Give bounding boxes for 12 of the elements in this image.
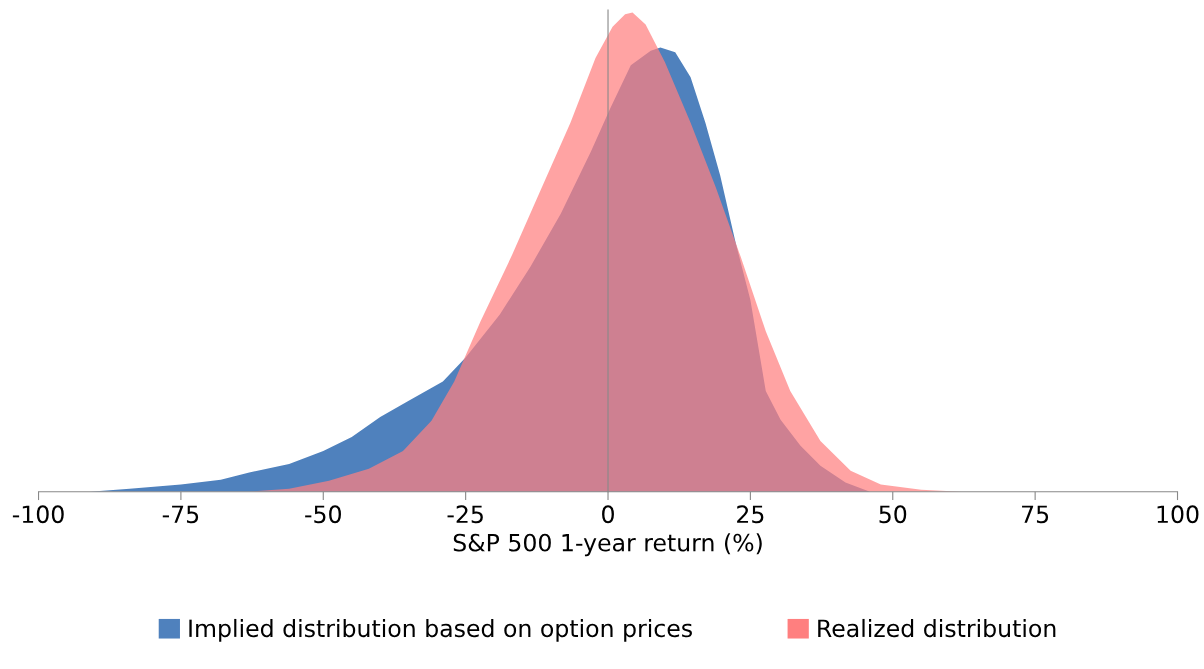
legend-label: Implied distribution based on option prices	[189, 618, 692, 642]
x-axis-title: S&P 500 1-year return (%)	[453, 533, 762, 557]
x-tick-label: 0	[602, 505, 614, 524]
x-tick-label: -25	[447, 505, 483, 524]
x-tick-label: 25	[737, 505, 764, 524]
x-tick-label: -50	[305, 505, 341, 524]
x-tick-label: -75	[162, 505, 199, 524]
x-tick-label: 100	[1157, 505, 1199, 524]
legend-label: Realized distribution	[818, 618, 1056, 638]
x-tick-label: -100	[12, 505, 64, 524]
x-tick-label: 50	[879, 505, 907, 524]
x-tick-label: 75	[1022, 505, 1049, 524]
